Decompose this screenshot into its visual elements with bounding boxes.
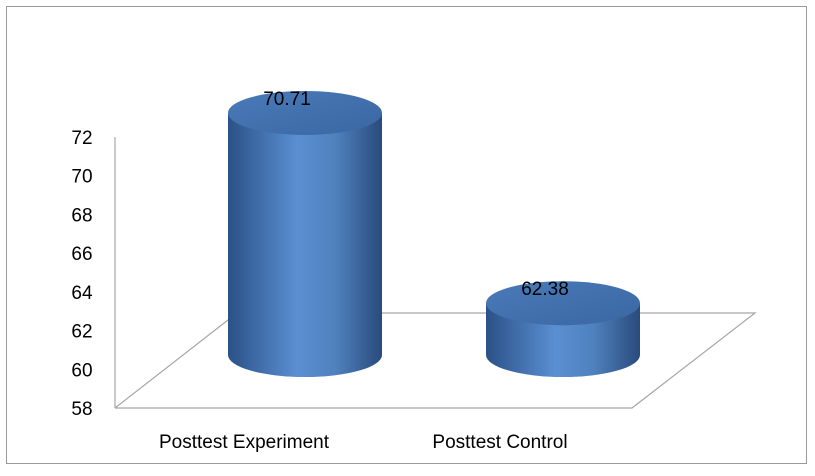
y-tick-labels: 58 60 62 64 66 68 70 72 <box>71 128 93 420</box>
y-tick-label: 72 <box>71 128 92 149</box>
bar: 62.38 <box>486 279 640 377</box>
data-label: 62.38 <box>521 279 569 300</box>
y-tick-label: 68 <box>71 205 92 226</box>
bar: 70.71 <box>228 89 382 378</box>
bar-body <box>228 112 382 378</box>
floor-outline <box>114 312 757 409</box>
data-label: 70.71 <box>263 89 311 110</box>
y-tick-label: 60 <box>71 360 92 381</box>
chart-frame <box>6 6 807 464</box>
category-label: Posttest Experiment <box>159 432 330 453</box>
y-tick-label: 62 <box>71 322 92 343</box>
category-labels: Posttest Experiment Posttest Control <box>159 432 568 453</box>
y-tick-label: 64 <box>71 283 93 304</box>
y-tick-label: 58 <box>71 399 92 420</box>
chart-axes <box>114 137 757 409</box>
bars: 70.71 62.38 <box>228 89 640 378</box>
category-label: Posttest Control <box>432 432 567 453</box>
bar-top <box>228 90 382 135</box>
y-tick-label: 70 <box>71 167 92 188</box>
bar-top <box>486 281 640 326</box>
y-tick-label: 66 <box>71 244 92 265</box>
